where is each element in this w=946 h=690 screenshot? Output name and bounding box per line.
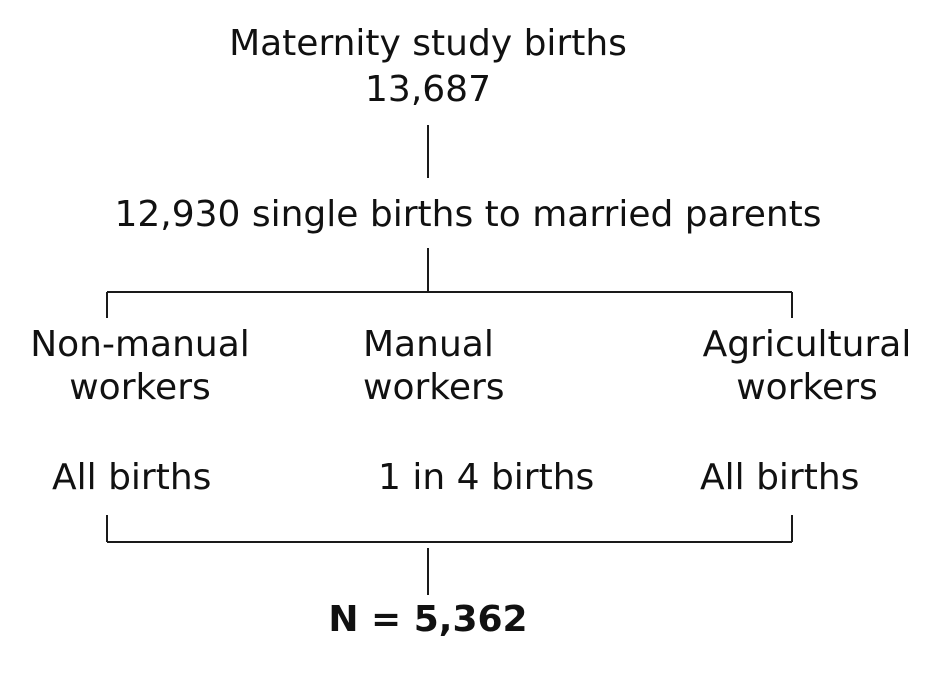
group-agricultural-sampling: All births: [700, 457, 860, 498]
group-manual-sampling: 1 in 4 births: [378, 457, 595, 498]
level2-node-label: 12,930 single births to married parents: [114, 194, 822, 235]
group-nonmanual-sampling: All births: [52, 457, 212, 498]
total-node-label: N = 5,362: [328, 599, 528, 640]
group-manual-line2: workers: [363, 367, 505, 408]
group-nonmanual-line1: Non-manual: [30, 324, 250, 365]
group-agricultural-line2: workers: [736, 367, 878, 408]
group-agricultural-line1: Agricultural: [702, 324, 912, 365]
top-node-count: 13,687: [365, 69, 491, 110]
group-manual-line1: Manual: [363, 324, 494, 365]
top-node-title: Maternity study births: [229, 23, 627, 64]
group-nonmanual-line2: workers: [69, 367, 211, 408]
